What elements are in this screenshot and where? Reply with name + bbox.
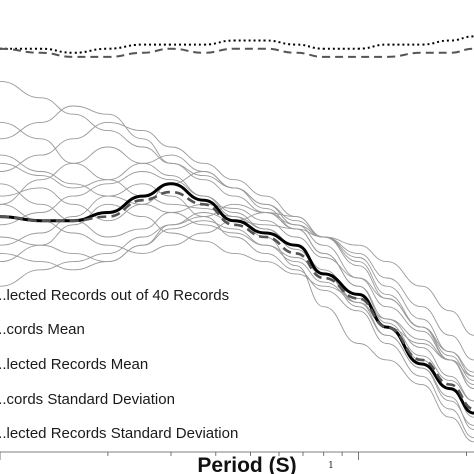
records-std-line [0,35,474,54]
record-line-8 [0,121,474,377]
x-axis-title: Period (S) [197,454,296,474]
record-line-7 [0,203,474,402]
record-line-14 [0,171,474,402]
x-tick-label-1: 1 [328,461,334,471]
record-line-10 [0,203,474,381]
record-line-3 [0,203,474,377]
legend-entry-5: ...lected Records Standard Deviation [0,425,238,442]
legend-entry-2: ...cords Mean [0,321,85,338]
x-axis: 1 Period (S) [0,451,474,474]
summary-lines [0,35,474,415]
record-line-11 [0,105,474,361]
individual-records-lines [0,80,474,443]
legend-entry-4: ...cords Standard Deviation [0,391,175,408]
legend-entry-3: ...lected Records Mean [0,356,148,373]
record-line-16 [0,154,474,390]
selected-records-mean-line [0,190,474,411]
legend: ...lected Records out of 40 Records ...c… [0,287,238,442]
x-axis-ticks [0,452,467,460]
record-line-15 [0,183,474,439]
record-line-4 [0,212,474,373]
records-mean-line [0,182,474,415]
record-line-5 [0,121,474,385]
selected-records-std-line [0,47,474,58]
record-line-9 [0,171,474,430]
record-line-12 [0,220,474,418]
legend-entry-1: ...lected Records out of 40 Records [0,287,229,304]
